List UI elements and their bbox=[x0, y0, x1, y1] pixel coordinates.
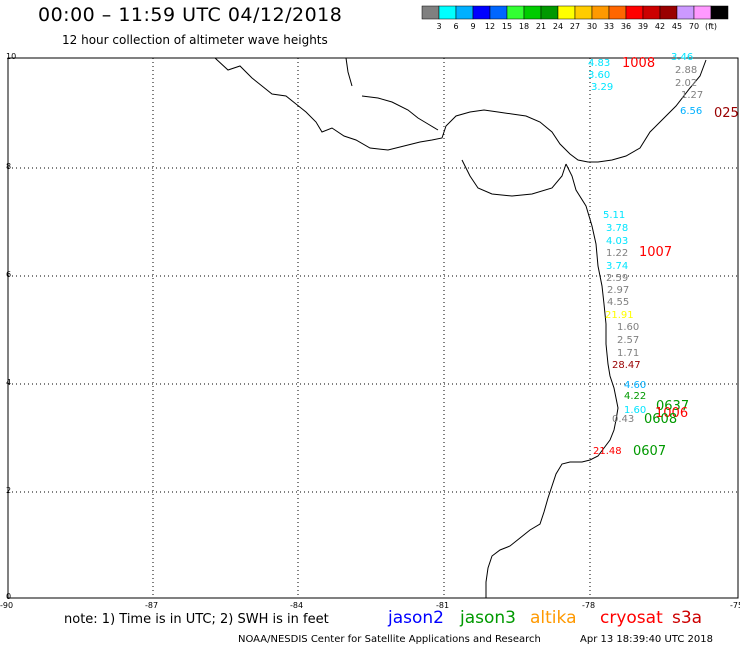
wave-height-value: 3.78 bbox=[606, 223, 629, 234]
legend-label: 3 bbox=[436, 22, 441, 31]
satellite-label: jason2 bbox=[388, 608, 444, 628]
credit-text: NOAA/NESDIS Center for Satellite Applica… bbox=[238, 634, 541, 645]
wave-height-value: 2.02 bbox=[675, 78, 698, 89]
wave-height-value: 1006 bbox=[655, 406, 689, 421]
wave-height-value: 1.71 bbox=[617, 348, 640, 359]
wave-height-value: 4.22 bbox=[624, 391, 647, 402]
legend-label: 6 bbox=[453, 22, 458, 31]
legend-label: 9 bbox=[470, 22, 475, 31]
y-tick-label: 4 bbox=[6, 378, 12, 387]
wave-height-value: 0637 bbox=[656, 399, 690, 414]
wave-height-value: 2.57 bbox=[617, 335, 640, 346]
map-subtitle: 12 hour collection of altimeter wave hei… bbox=[62, 33, 328, 47]
legend-label: 42 bbox=[655, 22, 665, 31]
wave-height-value: 0607 bbox=[633, 444, 667, 459]
map-frame-border bbox=[7, 57, 739, 599]
legend-label: 39 bbox=[638, 22, 648, 31]
y-tick-label: 0 bbox=[6, 592, 12, 601]
grid-lines bbox=[8, 58, 738, 598]
x-tick-label: -81 bbox=[436, 601, 450, 610]
x-tick-label: -75 bbox=[730, 601, 740, 610]
legend-label: 18 bbox=[519, 22, 529, 31]
legend-label: 24 bbox=[553, 22, 563, 31]
y-tick-label: 6 bbox=[6, 270, 12, 279]
y-tick-label: 10 bbox=[6, 52, 17, 61]
wave-height-value: 4.60 bbox=[624, 380, 647, 391]
timestamp-text: Apr 13 18:39:40 UTC 2018 bbox=[580, 634, 713, 645]
wave-height-value: 3.74 bbox=[606, 261, 629, 272]
x-tick-label: -84 bbox=[290, 601, 304, 610]
wave-height-value: 21.91 bbox=[605, 310, 634, 321]
legend-label: 36 bbox=[621, 22, 631, 31]
y-tick-label: 2 bbox=[6, 486, 12, 495]
wave-height-value: 2.88 bbox=[675, 65, 698, 76]
legend-label: 33 bbox=[604, 22, 614, 31]
footer-note: note: 1) Time is in UTC; 2) SWH is in fe… bbox=[64, 612, 329, 627]
y-tick-label: 8 bbox=[6, 162, 12, 171]
wave-height-value: 6.56 bbox=[680, 106, 703, 117]
legend-swatch bbox=[710, 5, 729, 20]
wave-height-value: 1.27 bbox=[681, 90, 704, 101]
legend-label: 21 bbox=[536, 22, 546, 31]
wave-height-value: 1.22 bbox=[606, 248, 629, 259]
wave-height-value: 0608 bbox=[644, 412, 678, 427]
legend-label: 12 bbox=[485, 22, 495, 31]
x-tick-label: -87 bbox=[145, 601, 159, 610]
wave-height-value: 21.48 bbox=[593, 446, 622, 457]
x-tick-label: -90 bbox=[0, 601, 14, 610]
wave-height-value: 0.43 bbox=[612, 414, 635, 425]
legend-label: 70 bbox=[689, 22, 699, 31]
legend-label: 15 bbox=[502, 22, 512, 31]
wave-height-value: 2.59 bbox=[606, 273, 629, 284]
wave-height-value: 025 bbox=[714, 106, 739, 121]
legend-label: 45 bbox=[672, 22, 682, 31]
wave-height-value: 3.46 bbox=[671, 52, 694, 63]
legend-label: 27 bbox=[570, 22, 580, 31]
wave-height-value: 3.29 bbox=[591, 82, 614, 93]
wave-height-value: 1008 bbox=[622, 56, 656, 71]
wave-height-legend: 3 6 9 12 15 18 21 24 27 30 33 36 39 42 45 70 (ft) bbox=[421, 5, 729, 31]
wave-height-value: 5.11 bbox=[603, 210, 626, 221]
legend-label: (ft) bbox=[705, 22, 717, 31]
satellite-label: cryosat bbox=[600, 608, 663, 628]
legend-label: 30 bbox=[587, 22, 597, 31]
wave-height-value: 1.60 bbox=[624, 405, 647, 416]
map-title: 00:00 – 11:59 UTC 04/12/2018 bbox=[38, 4, 343, 26]
wave-height-value: 1007 bbox=[639, 245, 673, 260]
satellite-label: s3a bbox=[672, 608, 703, 628]
satellite-label: altika bbox=[530, 608, 577, 628]
wave-height-value: 4.83 bbox=[588, 58, 611, 69]
satellite-label: jason3 bbox=[460, 608, 516, 628]
wave-height-value: 4.03 bbox=[606, 236, 629, 247]
wave-height-value: 1.60 bbox=[617, 322, 640, 333]
x-tick-label: -78 bbox=[582, 601, 596, 610]
wave-height-value: 3.60 bbox=[588, 70, 611, 81]
wave-height-value: 2.97 bbox=[607, 285, 630, 296]
coastline bbox=[214, 57, 707, 598]
wave-height-value: 28.47 bbox=[612, 360, 641, 371]
map-area bbox=[7, 57, 739, 599]
wave-height-value: 4.55 bbox=[607, 297, 630, 308]
